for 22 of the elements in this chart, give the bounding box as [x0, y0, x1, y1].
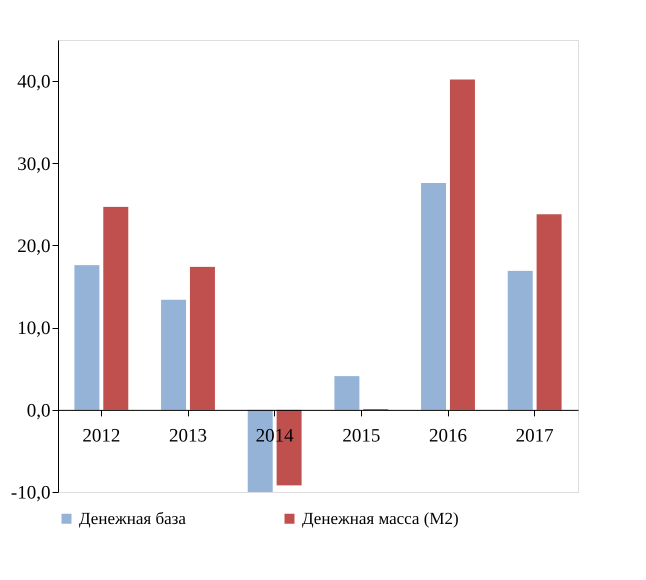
- bar: [103, 206, 128, 410]
- x-tick-label: 2012: [82, 425, 120, 446]
- y-tick-label: 40,0: [17, 72, 50, 93]
- x-tick-label: 2015: [342, 425, 380, 446]
- y-tick-label: -10,0: [10, 482, 50, 504]
- x-tick-label: 2016: [429, 425, 467, 446]
- y-tick-label: 20,0: [17, 236, 50, 257]
- x-tick-label: 2013: [169, 425, 207, 446]
- legend-label: Денежная масса (М2): [302, 508, 459, 528]
- bar: [190, 266, 215, 410]
- bar: [74, 265, 100, 410]
- y-tick-label: 30,0: [17, 154, 50, 175]
- bar: [334, 376, 360, 410]
- bar: [450, 79, 475, 410]
- y-tick-label: 10,0: [17, 318, 50, 340]
- x-tick-label: 2017: [516, 425, 554, 446]
- legend-label: Денежная база: [79, 508, 186, 528]
- bar: [508, 270, 533, 410]
- bar: [536, 214, 562, 410]
- bar: [161, 300, 186, 410]
- bar: [421, 182, 446, 410]
- y-tick-label: 0,0: [26, 400, 50, 422]
